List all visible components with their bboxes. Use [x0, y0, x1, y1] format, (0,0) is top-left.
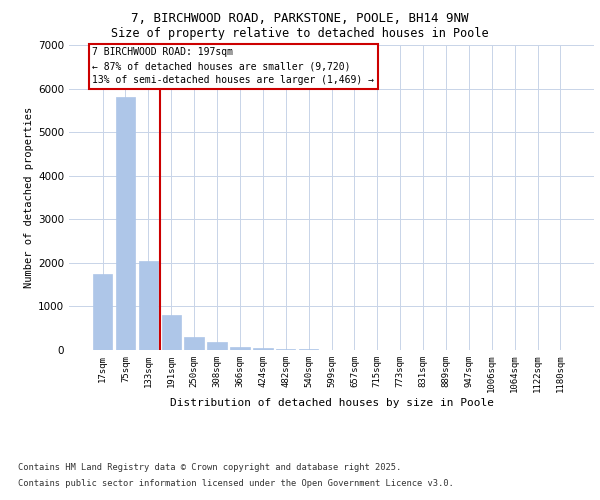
Bar: [161, 315, 181, 350]
Bar: [116, 98, 135, 350]
Text: Contains public sector information licensed under the Open Government Licence v3: Contains public sector information licen…: [18, 478, 454, 488]
Text: 7 BIRCHWOOD ROAD: 197sqm
← 87% of detached houses are smaller (9,720)
13% of sem: 7 BIRCHWOOD ROAD: 197sqm ← 87% of detach…: [92, 47, 374, 85]
Bar: [184, 337, 204, 350]
Bar: [93, 274, 112, 350]
X-axis label: Distribution of detached houses by size in Poole: Distribution of detached houses by size …: [170, 398, 493, 408]
Bar: [276, 348, 295, 350]
Text: Size of property relative to detached houses in Poole: Size of property relative to detached ho…: [111, 28, 489, 40]
Bar: [208, 342, 227, 350]
Y-axis label: Number of detached properties: Number of detached properties: [24, 107, 34, 288]
Bar: [253, 348, 272, 350]
Text: 7, BIRCHWOOD ROAD, PARKSTONE, POOLE, BH14 9NW: 7, BIRCHWOOD ROAD, PARKSTONE, POOLE, BH1…: [131, 12, 469, 26]
Bar: [230, 346, 250, 350]
Bar: [139, 260, 158, 350]
Text: Contains HM Land Registry data © Crown copyright and database right 2025.: Contains HM Land Registry data © Crown c…: [18, 464, 401, 472]
Bar: [299, 349, 319, 350]
